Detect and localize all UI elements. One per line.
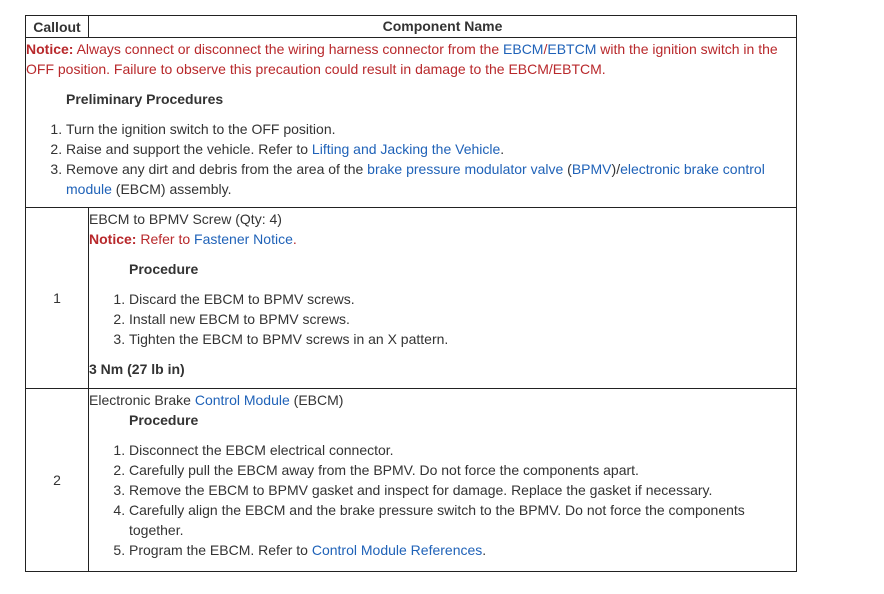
procedure-steps: Discard the EBCM to BPMV screws. Install…: [89, 289, 796, 349]
list-item: Remove the EBCM to BPMV gasket and inspe…: [129, 480, 766, 500]
control-module-link[interactable]: Control Module: [194, 392, 290, 408]
component-title: Electronic Brake Control Module (EBCM): [89, 389, 796, 410]
ebtcm-link[interactable]: EBTCM: [547, 41, 597, 57]
step-text: Remove any dirt and debris from the area…: [66, 161, 368, 177]
control-module-references-link[interactable]: Control Module References: [311, 542, 483, 558]
procedure-heading: Procedure: [129, 412, 199, 428]
bpmv-link[interactable]: brake pressure modulator valve: [367, 161, 564, 177]
callout-cell: 1: [25, 207, 89, 389]
list-item: Disconnect the EBCM electrical connector…: [129, 440, 766, 460]
list-item: Raise and support the vehicle. Refer to …: [66, 139, 796, 159]
torque-spec: 3 Nm (27 lb in): [89, 361, 185, 377]
procedure-heading: Procedure: [129, 261, 199, 277]
step-text: Raise and support the vehicle. Refer to: [66, 141, 312, 157]
notice-text-2: with the ignition switch in the OFF posi…: [26, 41, 778, 77]
title-text: (EBCM): [289, 392, 344, 408]
preliminary-heading: Preliminary Procedures: [66, 91, 224, 107]
bpmv-abbr-link[interactable]: BPMV: [571, 161, 612, 177]
step-text: .: [500, 141, 505, 157]
table-row: 1 EBCM to BPMV Screw (Qty: 4) Notice: Re…: [25, 207, 797, 389]
step-text: (: [563, 161, 572, 177]
intro-row: Notice: Always connect or disconnect the…: [25, 37, 797, 208]
ebcm-full-link[interactable]: electronic brake control module: [66, 161, 765, 197]
component-name-header: Component Name: [88, 15, 797, 38]
lifting-jacking-link[interactable]: Lifting and Jacking the Vehicle: [311, 141, 501, 157]
notice: Notice: Always connect or disconnect the…: [26, 38, 796, 79]
callout-header: Callout: [25, 15, 89, 38]
notice: Notice: Refer to Fastener Notice.: [89, 229, 796, 249]
procedure-steps: Disconnect the EBCM electrical connector…: [89, 440, 766, 560]
component-cell: Electronic Brake Control Module (EBCM) P…: [88, 388, 797, 572]
list-item: Remove any dirt and debris from the area…: [66, 159, 796, 199]
list-item: Carefully align the EBCM and the brake p…: [129, 500, 766, 540]
notice-label: Notice:: [26, 41, 74, 57]
notice-text: .: [292, 231, 297, 247]
intro-cell: Notice: Always connect or disconnect the…: [25, 37, 797, 208]
notice-label: Notice:: [89, 231, 137, 247]
list-item: Program the EBCM. Refer to Control Modul…: [129, 540, 766, 560]
list-item: Tighten the EBCM to BPMV screws in an X …: [129, 329, 796, 349]
step-text: .: [482, 542, 487, 558]
slash: /: [543, 41, 548, 57]
table-row: 2 Electronic Brake Control Module (EBCM)…: [25, 388, 797, 572]
ebcm-link[interactable]: EBCM: [503, 41, 544, 57]
list-item: Discard the EBCM to BPMV screws.: [129, 289, 796, 309]
fastener-notice-link[interactable]: Fastener Notice: [194, 231, 293, 247]
title-text: Electronic Brake: [89, 392, 195, 408]
component-cell: EBCM to BPMV Screw (Qty: 4) Notice: Refe…: [88, 207, 797, 389]
preliminary-steps: Turn the ignition switch to the OFF posi…: [26, 119, 796, 199]
callout-cell: 2: [25, 388, 89, 572]
list-item: Install new EBCM to BPMV screws.: [129, 309, 796, 329]
notice-text: Refer to: [136, 231, 195, 247]
list-item: Carefully pull the EBCM away from the BP…: [129, 460, 766, 480]
component-title: EBCM to BPMV Screw (Qty: 4): [89, 211, 282, 227]
header-row: Callout Component Name: [25, 15, 797, 38]
notice-text: Always connect or disconnect the wiring …: [73, 41, 504, 57]
component-table: Callout Component Name Notice: Always co…: [25, 15, 797, 572]
list-item: Turn the ignition switch to the OFF posi…: [66, 119, 796, 139]
step-text: )/: [611, 161, 621, 177]
step-text: Program the EBCM. Refer to: [129, 542, 312, 558]
step-text: Turn the ignition switch to the OFF posi…: [66, 121, 336, 137]
step-text: (EBCM) assembly.: [111, 181, 232, 197]
